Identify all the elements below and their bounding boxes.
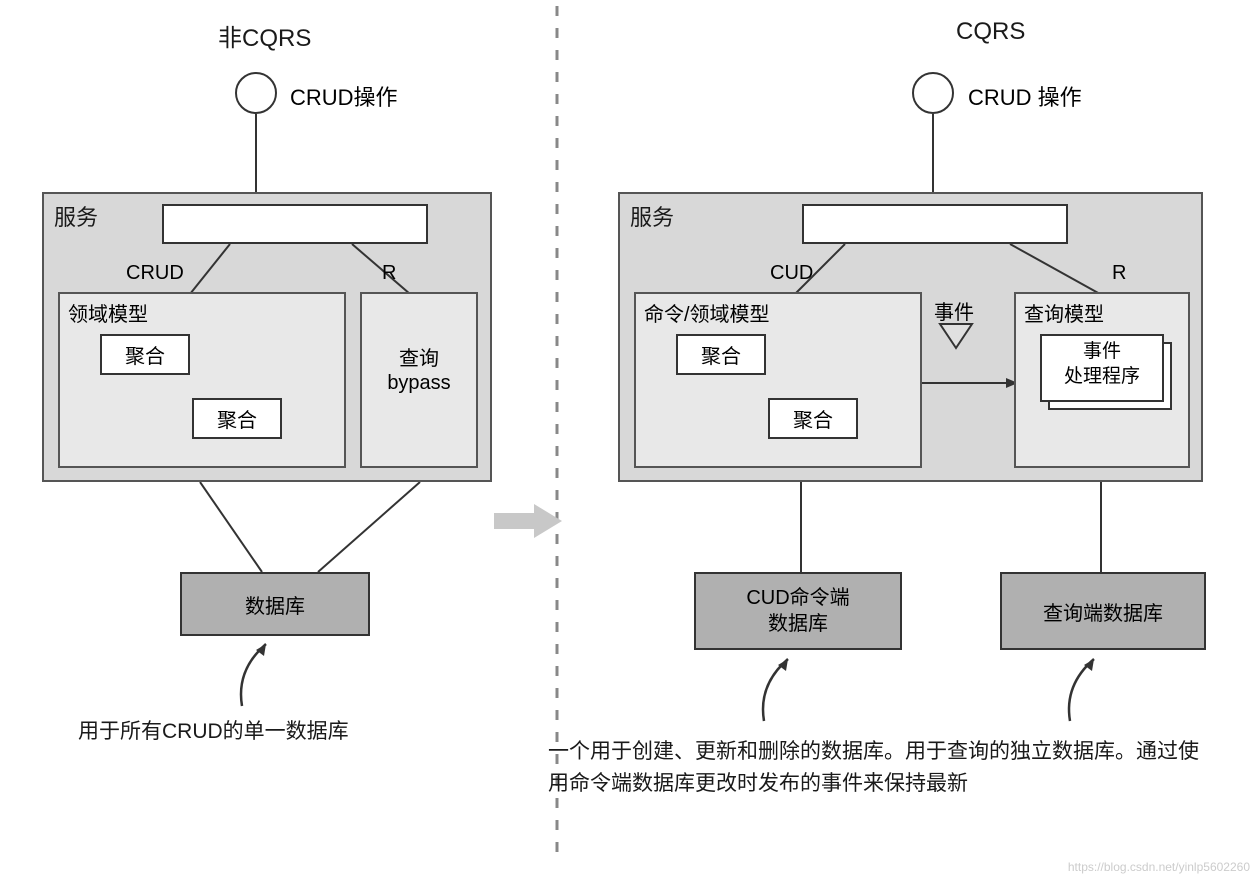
right-event-label: 事件 (934, 296, 974, 325)
event-handler-line1: 事件 (1042, 340, 1162, 365)
watermark-text: https://blog.csdn.net/yinlp5602260 (1068, 860, 1250, 874)
right-db1-line (800, 482, 802, 572)
right-db2-line (1100, 482, 1102, 572)
left-db-label: 数据库 (245, 590, 305, 619)
right-curve1-arrow (754, 655, 814, 727)
left-title: 非CQRS (218, 18, 311, 53)
left-crud-label: CRUD (126, 262, 184, 285)
transition-arrow-icon (494, 500, 566, 542)
left-db-box: 数据库 (180, 572, 370, 636)
right-r-label: R (1112, 262, 1126, 285)
left-agg2: 聚合 (192, 398, 282, 439)
right-db2-label: 查询端数据库 (1043, 597, 1163, 626)
right-caption: 一个用于创建、更新和删除的数据库。用于查询的独立数据库。通过使用命令端数据库更改… (548, 736, 1218, 799)
right-actor-circle (912, 72, 954, 114)
right-db1-line1: CUD命令端 (746, 585, 849, 611)
divider-line (555, 0, 559, 860)
right-query-model-label: 查询模型 (1016, 294, 1188, 331)
right-title: CQRS (956, 18, 1025, 46)
right-agg2: 聚合 (768, 398, 858, 439)
left-db-lines (150, 482, 450, 578)
left-domain-label: 领域模型 (60, 294, 344, 331)
right-agg1: 聚合 (676, 334, 766, 375)
event-handler-front: 事件 处理程序 (1040, 334, 1164, 402)
left-query-line1: 查询 (360, 342, 478, 371)
left-query-line2: bypass (360, 372, 478, 395)
right-db2-box: 查询端数据库 (1000, 572, 1206, 650)
right-command-box: 命令/领域模型 (634, 292, 922, 468)
left-curve-arrow (232, 640, 292, 712)
left-r-label: R (382, 262, 396, 285)
event-arrow-icon (922, 376, 1018, 390)
right-db1-line2: 数据库 (768, 611, 828, 637)
right-cud-label: CUD (770, 262, 813, 285)
left-conn-circle-service (255, 114, 257, 192)
right-top-rect (802, 204, 1068, 244)
left-agg1: 聚合 (100, 334, 190, 375)
right-curve2-arrow (1060, 655, 1120, 727)
right-command-label: 命令/领域模型 (636, 294, 920, 331)
left-domain-box: 领域模型 (58, 292, 346, 468)
right-db1-box: CUD命令端 数据库 (694, 572, 902, 650)
right-conn-circle-service (932, 114, 934, 192)
right-op-label: CRUD 操作 (968, 80, 1082, 112)
left-op-label: CRUD操作 (290, 80, 398, 112)
left-caption: 用于所有CRUD的单一数据库 (78, 716, 478, 748)
left-actor-circle (235, 72, 277, 114)
left-top-rect (162, 204, 428, 244)
event-handler-line2: 处理程序 (1042, 365, 1162, 390)
diagram-canvas: 非CQRS CRUD操作 服务 CRUD R 领域模型 聚合 聚合 查询 byp… (0, 0, 1256, 878)
event-triangle-icon (938, 322, 974, 352)
